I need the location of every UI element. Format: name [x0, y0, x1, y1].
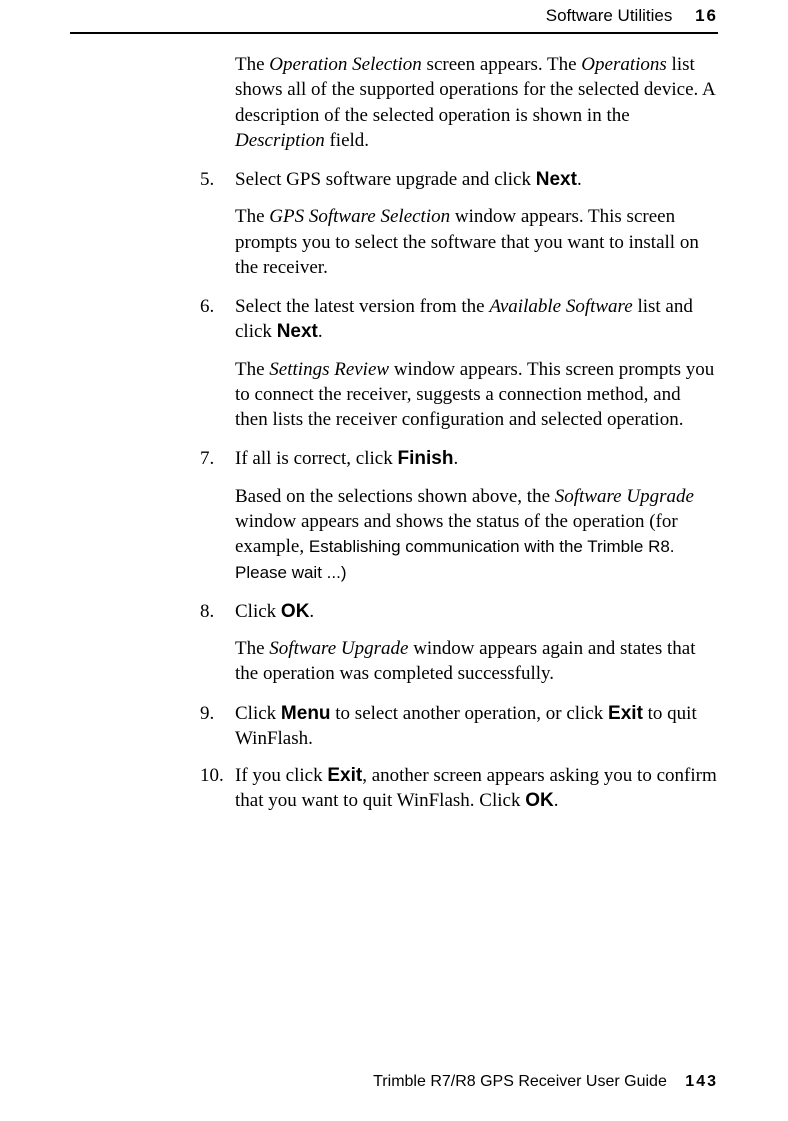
step-7: 7. If all is correct, click Finish. — [200, 446, 718, 471]
step-9: 9. Click Menu to select another operatio… — [200, 701, 718, 752]
text: The — [235, 638, 269, 659]
header-section-title: Software Utilities — [546, 6, 673, 25]
page-container: Software Utilities 16 The Operation Sele… — [0, 0, 788, 1121]
italic-text: Operation Selection — [269, 54, 422, 75]
step-6-sub: The Settings Review window appears. This… — [235, 357, 718, 433]
step-number: 5. — [200, 167, 235, 192]
italic-text: Operations — [581, 54, 667, 75]
text: If all is correct, click — [235, 448, 397, 469]
step-body: Select the latest version from the Avail… — [235, 294, 718, 345]
ui-label: Next — [536, 169, 577, 190]
text: . — [554, 790, 559, 811]
text: . — [318, 321, 323, 342]
italic-text: Software Upgrade — [555, 486, 694, 507]
ui-label: Menu — [281, 703, 331, 724]
text: field. — [325, 130, 369, 151]
ui-label: Finish — [397, 448, 453, 469]
text: screen appears. The — [422, 54, 582, 75]
italic-text: GPS Software Selection — [269, 206, 450, 227]
step-5: 5. Select GPS software upgrade and click… — [200, 167, 718, 192]
text: The — [235, 359, 269, 380]
step-body: Click Menu to select another operation, … — [235, 701, 718, 752]
step-number: 9. — [200, 701, 235, 752]
text: Based on the selections shown above, the — [235, 486, 555, 507]
italic-text: Settings Review — [269, 359, 389, 380]
text: The — [235, 206, 269, 227]
step-7-sub: Based on the selections shown above, the… — [235, 484, 718, 585]
intro-paragraph: The Operation Selection screen appears. … — [235, 52, 718, 153]
step-5-sub: The GPS Software Selection window appear… — [235, 204, 718, 280]
header-chapter-number: 16 — [695, 6, 718, 25]
content-body: The Operation Selection screen appears. … — [200, 52, 718, 814]
italic-text: Description — [235, 130, 325, 151]
ui-label: OK — [525, 790, 554, 811]
step-8-sub: The Software Upgrade window appears agai… — [235, 636, 718, 687]
step-number: 8. — [200, 599, 235, 624]
step-6: 6. Select the latest version from the Av… — [200, 294, 718, 345]
step-8: 8. Click OK. — [200, 599, 718, 624]
footer-guide-title: Trimble R7/R8 GPS Receiver User Guide — [373, 1073, 667, 1090]
ui-label: Exit — [327, 765, 362, 786]
text: Select GPS software upgrade and click — [235, 169, 536, 190]
text: . — [453, 448, 458, 469]
step-body: If you click Exit, another screen appear… — [235, 763, 718, 814]
step-body: Click OK. — [235, 599, 718, 624]
step-10: 10. If you click Exit, another screen ap… — [200, 763, 718, 814]
ui-label: OK — [281, 601, 310, 622]
text: Select the latest version from the — [235, 296, 489, 317]
step-number: 10. — [200, 763, 235, 814]
ui-label: Next — [277, 321, 318, 342]
text: The — [235, 54, 269, 75]
italic-text: Software Upgrade — [269, 638, 408, 659]
ui-label: Exit — [608, 703, 643, 724]
page-footer: Trimble R7/R8 GPS Receiver User Guide 14… — [373, 1073, 718, 1091]
step-body: If all is correct, click Finish. — [235, 446, 718, 471]
page-header: Software Utilities 16 — [70, 6, 718, 34]
step-number: 7. — [200, 446, 235, 471]
italic-text: Available Software — [489, 296, 632, 317]
text: Click — [235, 703, 281, 724]
text: to select another operation, or click — [331, 703, 609, 724]
text: Click — [235, 601, 281, 622]
step-body: Select GPS software upgrade and click Ne… — [235, 167, 718, 192]
text: . — [577, 169, 582, 190]
footer-page-number: 143 — [685, 1073, 718, 1090]
text: If you click — [235, 765, 327, 786]
text: . — [309, 601, 314, 622]
step-number: 6. — [200, 294, 235, 345]
